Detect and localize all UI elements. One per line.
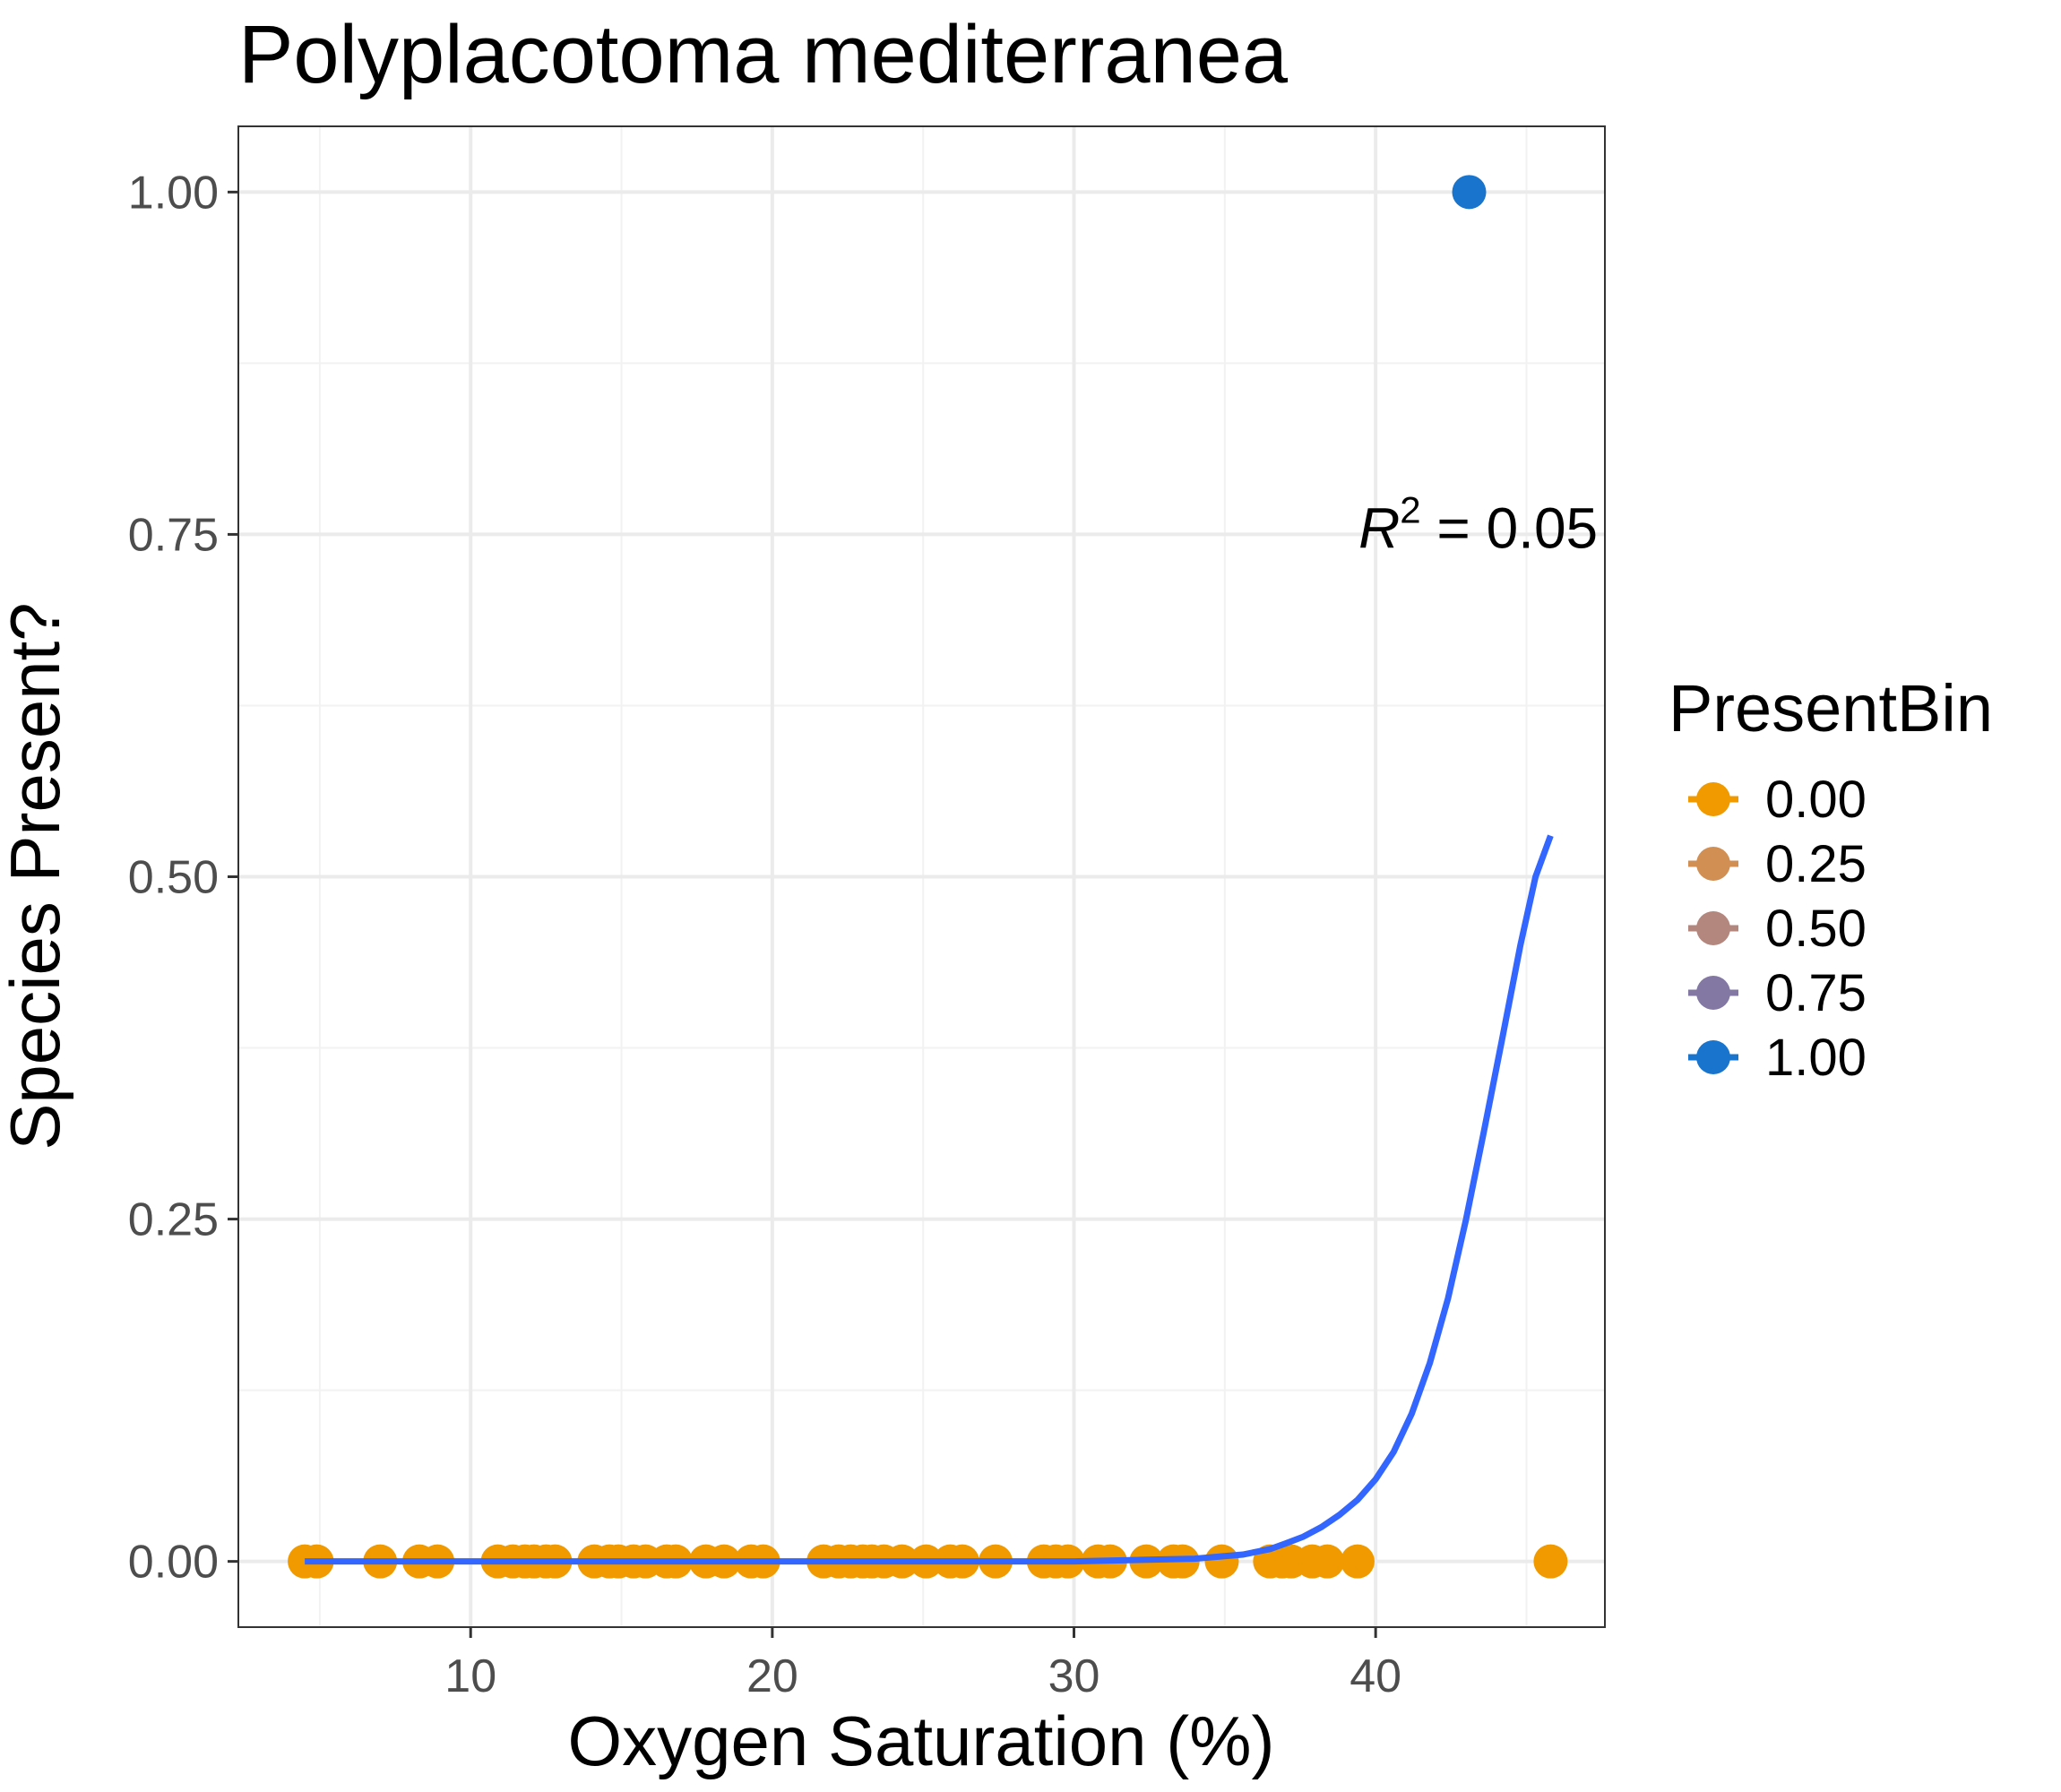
legend-key-point — [1696, 847, 1730, 881]
y-tick-label: 0.00 — [128, 1537, 219, 1589]
legend-key-point — [1696, 1040, 1730, 1074]
legend-title: PresentBin — [1669, 671, 1993, 745]
y-tick-label: 0.50 — [128, 852, 219, 904]
legend-label: 0.75 — [1765, 964, 1867, 1022]
legend-label: 1.00 — [1765, 1029, 1867, 1087]
x-axis-title: Oxygen Saturation (%) — [567, 1702, 1274, 1780]
data-point — [1204, 1544, 1239, 1579]
legend-key-point — [1696, 976, 1730, 1010]
legend-label: 0.50 — [1765, 900, 1867, 958]
y-tick-label: 0.25 — [128, 1194, 219, 1246]
x-tick-label: 30 — [1048, 1650, 1100, 1702]
data-point — [1310, 1544, 1345, 1579]
x-tick-label: 20 — [746, 1650, 798, 1702]
r-squared-symbol: R — [1358, 496, 1400, 561]
data-point — [1340, 1544, 1375, 1579]
y-tick-label: 0.75 — [128, 509, 219, 561]
legend-label: 0.25 — [1765, 835, 1867, 893]
legend-key-point — [1696, 911, 1730, 945]
fit-curve — [305, 834, 1554, 1565]
y-tick-label: 1.00 — [128, 167, 219, 219]
r-squared-superscript: 2 — [1400, 489, 1420, 531]
legend: PresentBin 0.00 0.25 0.50 0.75 1.00 — [1669, 671, 1993, 1087]
data-point — [1452, 175, 1487, 210]
y-axis: 0.00 0.25 0.50 0.75 1.00 — [128, 167, 238, 1589]
y-axis-title: Species Present? — [0, 602, 74, 1150]
x-tick-label: 10 — [444, 1650, 496, 1702]
legend-label: 0.00 — [1765, 771, 1867, 829]
legend-key-point — [1696, 782, 1730, 816]
r-squared-annotation: R2 = 0.05 — [1358, 489, 1598, 561]
chart-title: Polyplacotoma mediterranea — [238, 9, 1289, 100]
r-squared-value: = 0.05 — [1421, 496, 1599, 561]
x-axis: 10 20 30 40 — [444, 1627, 1401, 1702]
data-point — [1533, 1544, 1568, 1579]
x-tick-label: 40 — [1350, 1650, 1401, 1702]
grid — [238, 126, 1605, 1627]
